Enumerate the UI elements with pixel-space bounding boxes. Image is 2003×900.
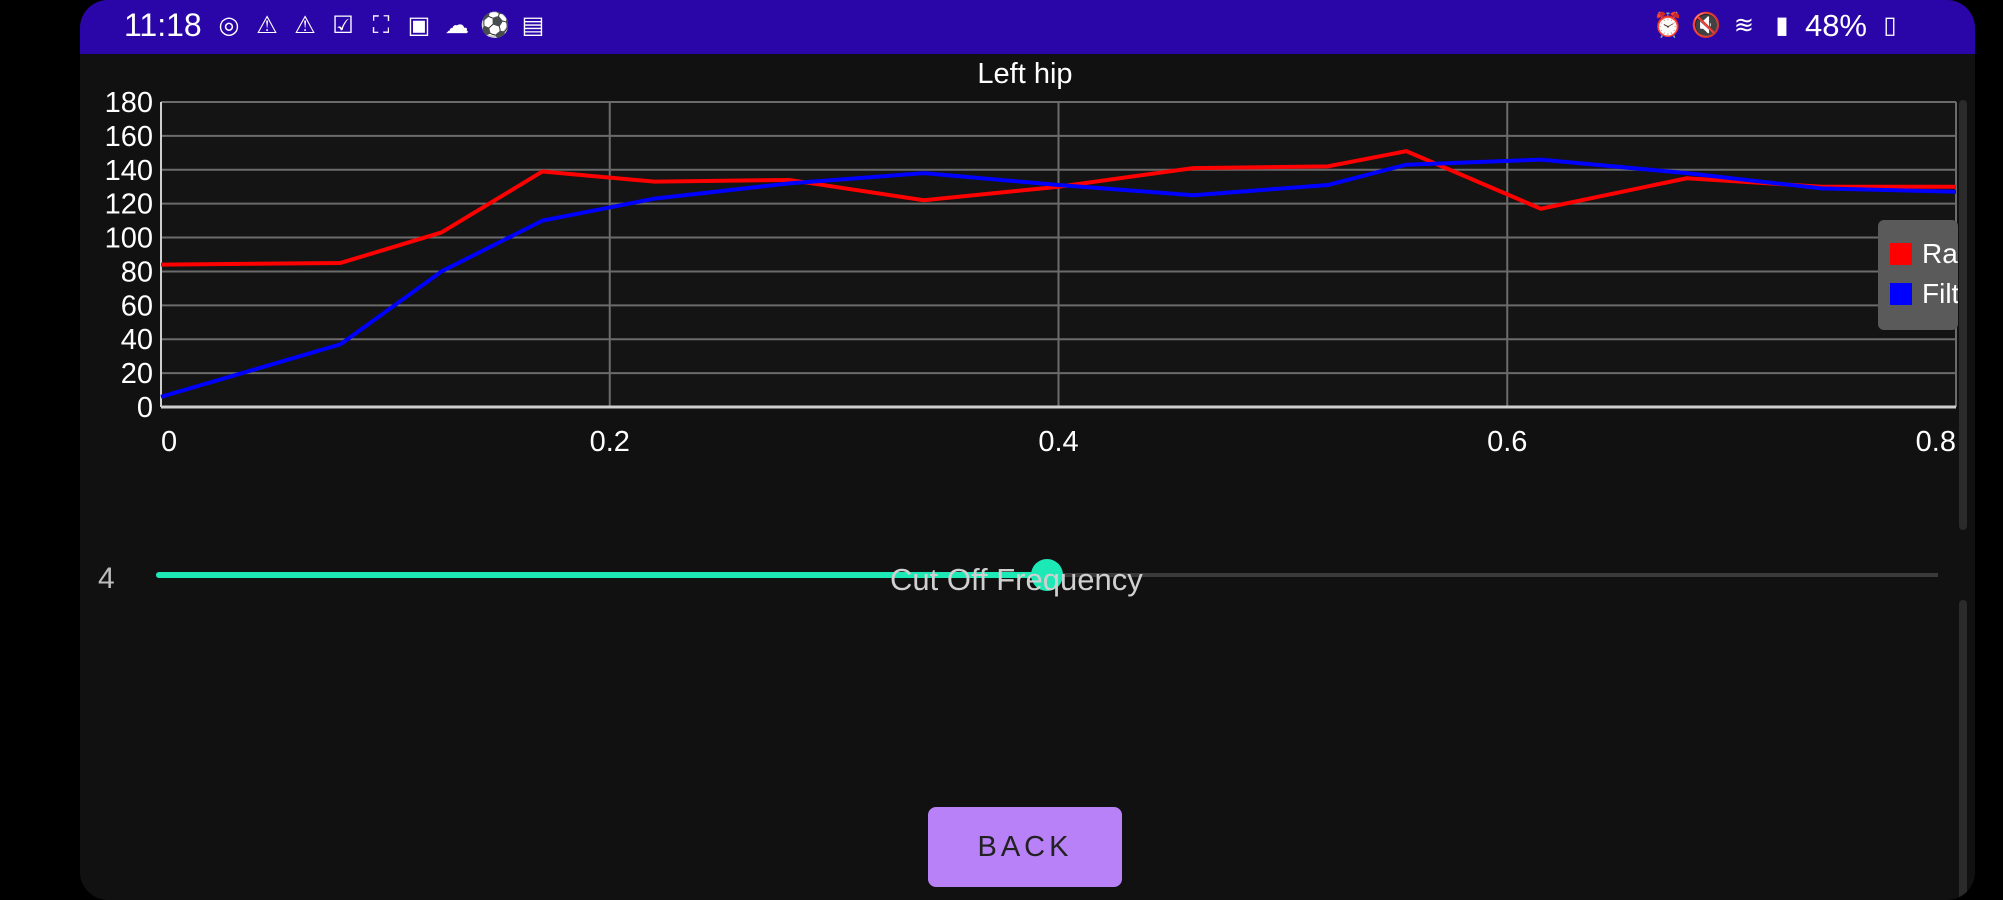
scroll-rail-segment — [1959, 100, 1967, 530]
y-tick-label: 80 — [121, 256, 153, 288]
legend-item-filt: Filt — [1890, 278, 1958, 310]
instagram-icon: ◎ — [218, 12, 240, 39]
notification-icons: ◎ ⚠ ⚠ ☑ ⛶ ▣ ☁ ⚽ ▤ — [214, 11, 548, 41]
status-bar: 11:18 ◎ ⚠ ⚠ ☑ ⛶ ▣ ☁ ⚽ ▤ ⏰ 🔇 ≋ ▮ 48% ▯ — [80, 0, 1975, 54]
translate-icon: ▤ — [521, 12, 545, 39]
wifi-icon: ≋ — [1733, 12, 1754, 39]
y-tick-label: 180 — [105, 87, 153, 119]
back-button[interactable]: BACK — [928, 807, 1122, 887]
alarm-icon: ⏰ — [1653, 12, 1683, 39]
app-screen: 11:18 ◎ ⚠ ⚠ ☑ ⛶ ▣ ☁ ⚽ ▤ ⏰ 🔇 ≋ ▮ 48% ▯ Le… — [80, 0, 1975, 900]
y-tick-label: 20 — [121, 358, 153, 390]
y-tick-label: 0 — [137, 392, 153, 424]
warning-icon: ⚠ — [256, 12, 278, 39]
y-tick-label: 140 — [105, 155, 153, 187]
slider-track-active[interactable] — [156, 572, 1047, 578]
slider-thumb[interactable] — [1031, 559, 1063, 591]
slider-value: 4 — [98, 562, 115, 595]
battery-level: 48% — [1804, 8, 1867, 43]
chart-title: Left hip — [977, 58, 1072, 90]
scroll-rail-segment — [1959, 600, 1967, 900]
y-tick-label: 60 — [121, 290, 153, 322]
legend-swatch-ra — [1890, 243, 1912, 265]
system-icons: ⏰ 🔇 ≋ ▮ 48% ▯ — [1653, 8, 1905, 44]
chart-legend: Ra Filt — [1878, 220, 1958, 330]
cutoff-frequency-slider-row: 4 Cut Off Frequency — [80, 540, 1975, 620]
y-tick-label: 160 — [105, 121, 153, 153]
checkbox-icon: ☑ — [332, 12, 354, 39]
y-tick-label: 120 — [105, 189, 153, 221]
scroll-rail — [1955, 90, 1975, 900]
fullscreen-icon: ⛶ — [372, 12, 390, 39]
battery-icon: ▯ — [1883, 12, 1897, 39]
chart-container: Left hip 180 160 140 120 100 80 60 40 20 0 0 0.2 0.4 0… — [80, 54, 1975, 474]
x-tick-label: 0.6 — [1487, 426, 1527, 458]
y-tick-label: 40 — [121, 324, 153, 356]
mute-icon: 🔇 — [1691, 12, 1721, 39]
legend-label-filt: Filt — [1922, 278, 1958, 309]
series-line-filt — [160, 157, 1957, 399]
x-tick-label: 0 — [161, 426, 177, 458]
legend-item-ra: Ra — [1890, 238, 1958, 270]
soccer-ball-icon: ⚽ — [480, 12, 510, 39]
legend-swatch-filt — [1890, 283, 1912, 305]
status-time: 11:18 — [124, 7, 202, 43]
y-tick-label: 100 — [105, 223, 153, 255]
slider-label: Cut Off Frequency — [890, 562, 1143, 597]
image-icon: ▣ — [407, 12, 431, 39]
x-tick-label: 0.2 — [590, 426, 630, 458]
warning-icon: ⚠ — [294, 12, 316, 39]
x-tick-label: 0.8 — [1916, 426, 1956, 458]
cloud-icon: ☁ — [445, 12, 469, 39]
signal-icon: ▮ — [1775, 12, 1789, 39]
legend-label-ra: Ra — [1922, 238, 1958, 269]
x-tick-label: 0.4 — [1038, 426, 1078, 458]
